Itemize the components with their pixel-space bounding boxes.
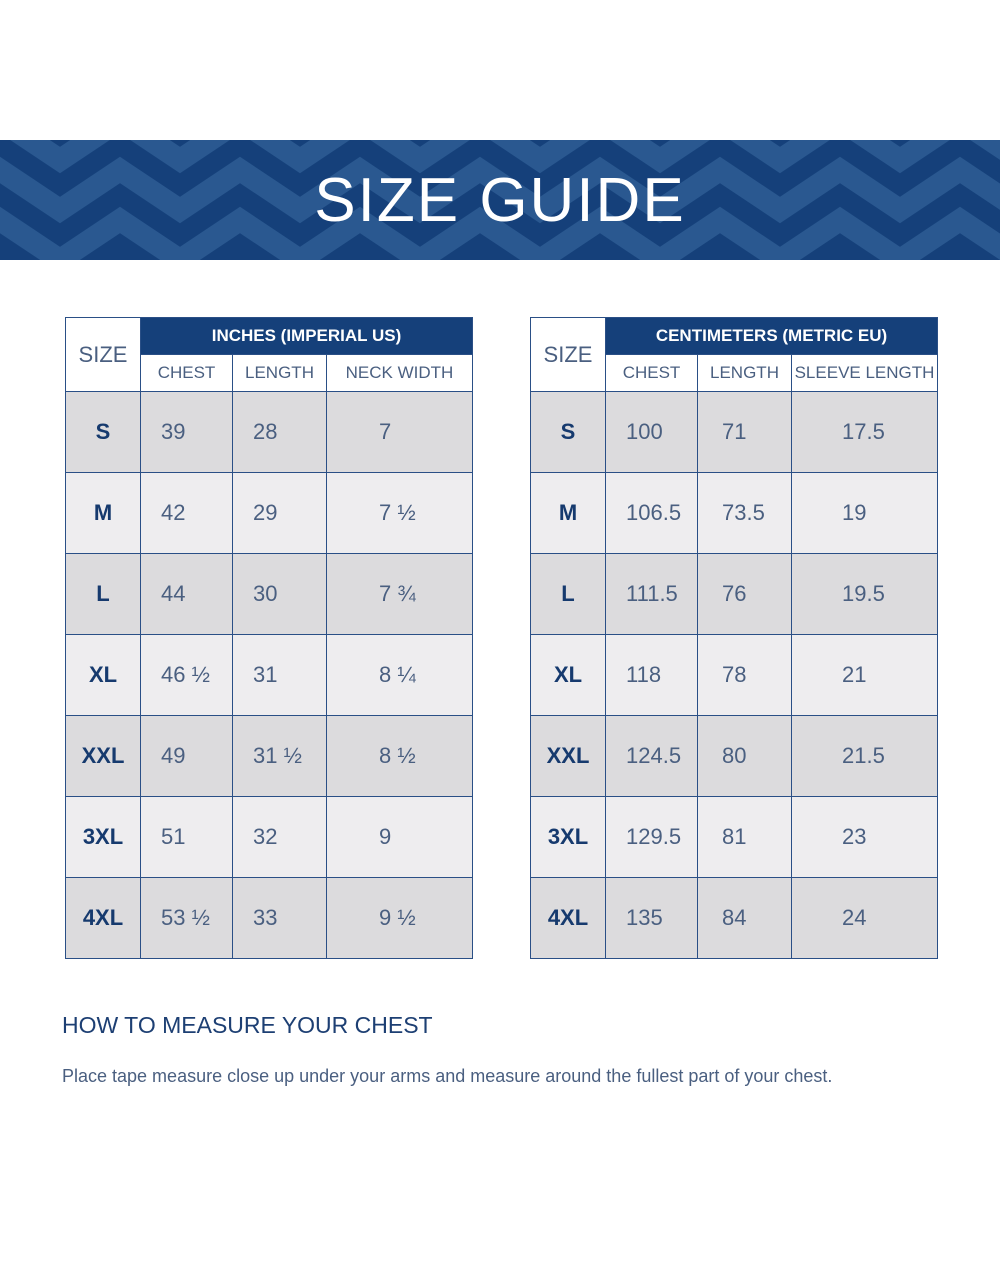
zigzag-pattern bbox=[0, 140, 1000, 260]
neck-width-value: 7 bbox=[326, 391, 473, 473]
length-value: 31 bbox=[232, 634, 327, 716]
chest-column-header: CHEST bbox=[605, 354, 698, 392]
chest-value: 42 bbox=[140, 472, 233, 554]
sleeve-length-value: 19.5 bbox=[790, 553, 939, 635]
size-label: 3XL bbox=[530, 796, 606, 878]
table-row: XL 46 ½ 31 8 ¼ bbox=[65, 634, 473, 716]
table-row: XXL 49 31 ½ 8 ½ bbox=[65, 715, 473, 797]
size-column-header: SIZE bbox=[530, 317, 606, 392]
inches-size-table: SIZE INCHES (IMPERIAL US) CHEST LENGTH N… bbox=[65, 317, 473, 959]
sleeve-length-value: 21 bbox=[790, 634, 939, 716]
size-label: XL bbox=[65, 634, 141, 716]
size-label: 4XL bbox=[530, 877, 606, 959]
table-row: 3XL 129.5 81 23 bbox=[530, 796, 939, 878]
neck-width-value: 8 ¼ bbox=[326, 634, 473, 716]
centimeters-size-table: SIZE CENTIMETERS (METRIC EU) CHEST LENGT… bbox=[530, 317, 939, 959]
chest-value: 44 bbox=[140, 553, 233, 635]
sleeve-length-value: 23 bbox=[790, 796, 939, 878]
page-title: SIZE GUIDE bbox=[314, 165, 686, 235]
table-row: S 100 71 17.5 bbox=[530, 391, 939, 473]
length-value: 71 bbox=[697, 391, 792, 473]
chest-value: 53 ½ bbox=[140, 877, 233, 959]
chest-value: 124.5 bbox=[605, 715, 698, 797]
chest-value: 49 bbox=[140, 715, 233, 797]
length-value: 32 bbox=[232, 796, 327, 878]
neck-width-value: 9 ½ bbox=[326, 877, 473, 959]
size-label: S bbox=[65, 391, 141, 473]
neck-width-value: 8 ½ bbox=[326, 715, 473, 797]
neck-width-value: 7 ½ bbox=[326, 472, 473, 554]
measure-heading: HOW TO MEASURE YOUR CHEST bbox=[62, 1012, 433, 1038]
table-row: M 106.5 73.5 19 bbox=[530, 472, 939, 554]
length-value: 73.5 bbox=[697, 472, 792, 554]
size-label: L bbox=[530, 553, 606, 635]
chest-column-header: CHEST bbox=[140, 354, 233, 392]
size-label: L bbox=[65, 553, 141, 635]
table-row: L 111.5 76 19.5 bbox=[530, 553, 939, 635]
table-row: 3XL 51 32 9 bbox=[65, 796, 473, 878]
chest-value: 106.5 bbox=[605, 472, 698, 554]
length-value: 31 ½ bbox=[232, 715, 327, 797]
size-label: M bbox=[65, 472, 141, 554]
sleeve-length-value: 17.5 bbox=[790, 391, 939, 473]
length-value: 80 bbox=[697, 715, 792, 797]
length-value: 84 bbox=[697, 877, 792, 959]
chest-value: 129.5 bbox=[605, 796, 698, 878]
size-label: M bbox=[530, 472, 606, 554]
table-row: L 44 30 7 ¾ bbox=[65, 553, 473, 635]
table-row: M 42 29 7 ½ bbox=[65, 472, 473, 554]
centimeters-group-header: CENTIMETERS (METRIC EU) bbox=[604, 317, 939, 355]
table-row: S 39 28 7 bbox=[65, 391, 473, 473]
length-value: 81 bbox=[697, 796, 792, 878]
sleeve-length-column-header: SLEEVE LENGTH bbox=[790, 354, 939, 392]
length-column-header: LENGTH bbox=[697, 354, 792, 392]
length-value: 28 bbox=[232, 391, 327, 473]
neck-width-column-header: NECK WIDTH bbox=[326, 354, 473, 392]
size-column-header: SIZE bbox=[65, 317, 141, 392]
table-row: 4XL 53 ½ 33 9 ½ bbox=[65, 877, 473, 959]
table-row: 4XL 135 84 24 bbox=[530, 877, 939, 959]
size-label: XXL bbox=[65, 715, 141, 797]
chest-value: 100 bbox=[605, 391, 698, 473]
sleeve-length-value: 21.5 bbox=[790, 715, 939, 797]
chest-value: 51 bbox=[140, 796, 233, 878]
length-value: 29 bbox=[232, 472, 327, 554]
size-label: S bbox=[530, 391, 606, 473]
size-guide-banner: SIZE GUIDE bbox=[0, 140, 1000, 260]
chest-value: 135 bbox=[605, 877, 698, 959]
chest-value: 46 ½ bbox=[140, 634, 233, 716]
length-value: 78 bbox=[697, 634, 792, 716]
chest-value: 111.5 bbox=[605, 553, 698, 635]
chest-value: 39 bbox=[140, 391, 233, 473]
size-label: 4XL bbox=[65, 877, 141, 959]
measure-instructions: Place tape measure close up under your a… bbox=[62, 1066, 833, 1086]
sleeve-length-value: 19 bbox=[790, 472, 939, 554]
inches-group-header: INCHES (IMPERIAL US) bbox=[140, 317, 473, 355]
size-label: XL bbox=[530, 634, 606, 716]
sleeve-length-value: 24 bbox=[790, 877, 939, 959]
table-row: XXL 124.5 80 21.5 bbox=[530, 715, 939, 797]
length-column-header: LENGTH bbox=[232, 354, 327, 392]
neck-width-value: 7 ¾ bbox=[326, 553, 473, 635]
length-value: 30 bbox=[232, 553, 327, 635]
length-value: 33 bbox=[232, 877, 327, 959]
size-label: 3XL bbox=[65, 796, 141, 878]
table-row: XL 118 78 21 bbox=[530, 634, 939, 716]
neck-width-value: 9 bbox=[326, 796, 473, 878]
chest-value: 118 bbox=[605, 634, 698, 716]
size-label: XXL bbox=[530, 715, 606, 797]
length-value: 76 bbox=[697, 553, 792, 635]
